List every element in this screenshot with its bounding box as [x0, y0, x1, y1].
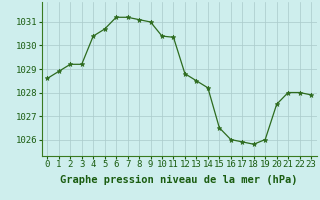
X-axis label: Graphe pression niveau de la mer (hPa): Graphe pression niveau de la mer (hPa)	[60, 175, 298, 185]
